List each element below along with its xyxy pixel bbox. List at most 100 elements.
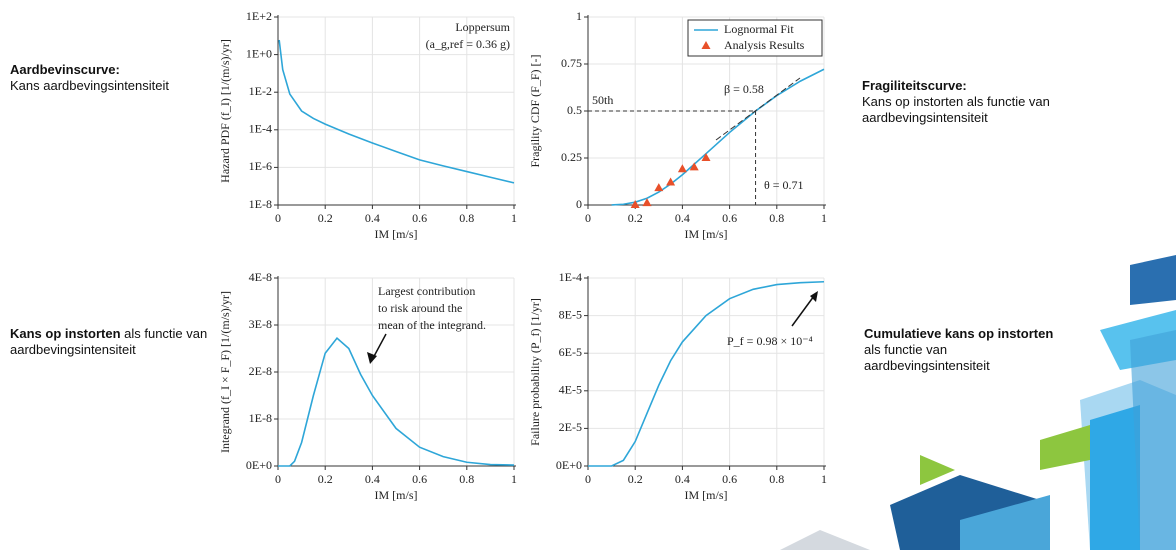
x-tick-label: 0.6: [722, 211, 737, 225]
x-tick-label: 0.8: [769, 211, 784, 225]
y-tick-label: 1: [576, 9, 582, 23]
x-tick-label: 0.8: [459, 211, 474, 225]
x-tick-label: 0.8: [459, 472, 474, 486]
x-axis-label: IM [m/s]: [685, 227, 728, 241]
y-tick-label: 1E-2: [249, 84, 272, 98]
caption-title: Fragiliteitscurve:: [862, 78, 967, 93]
deco-shape: [1130, 255, 1176, 305]
x-tick-label: 1: [821, 472, 827, 486]
annotation: β = 0.58: [724, 82, 764, 96]
x-tick-label: 0.8: [769, 472, 784, 486]
legend-swatch: [701, 41, 711, 49]
x-tick-label: 1: [511, 211, 517, 225]
caption-text: als functie van aardbevingsintensiteit: [10, 326, 208, 357]
y-tick-label: 0E+0: [556, 458, 582, 472]
y-axis-label: Failure probability (P_f) [1/yr]: [528, 298, 542, 446]
y-tick-label: 8E-5: [559, 307, 582, 321]
x-tick-label: 0.4: [365, 472, 380, 486]
data-point: [630, 200, 640, 208]
x-tick-label: 0.2: [628, 211, 643, 225]
x-tick-label: 0.6: [412, 472, 427, 486]
deco-shape: [960, 495, 1050, 550]
x-tick-label: 0: [275, 472, 281, 486]
caption-title: Cumulatieve kans op instorten: [864, 326, 1054, 341]
annotation: to risk around the: [378, 301, 462, 315]
x-tick-label: 0.6: [412, 211, 427, 225]
annotation: mean of the integrand.: [378, 318, 486, 332]
data-point: [689, 162, 699, 171]
x-axis-label: IM [m/s]: [375, 227, 418, 241]
x-tick-label: 0: [585, 211, 591, 225]
y-tick-label: 4E-8: [249, 270, 272, 284]
caption: Fragiliteitscurve: Kans op instorten als …: [862, 78, 1077, 126]
deco-shape: [1040, 425, 1090, 470]
caption-text: Kans aardbevingsintensiteit: [10, 78, 169, 93]
legend-label: Analysis Results: [724, 38, 805, 52]
deco-shape: [1090, 405, 1140, 550]
legend-label: Lognormal Fit: [724, 22, 794, 36]
y-tick-label: 4E-5: [559, 383, 582, 397]
annotation: θ = 0.71: [764, 178, 804, 192]
x-tick-label: 0.4: [675, 472, 690, 486]
data-line: [278, 337, 515, 467]
x-tick-label: 0.4: [365, 211, 380, 225]
x-tick-label: 0.2: [318, 211, 333, 225]
y-tick-label: 1E-8: [249, 411, 272, 425]
x-tick-label: 0: [585, 472, 591, 486]
x-tick-label: 0.2: [318, 472, 333, 486]
y-tick-label: 1E+0: [246, 46, 272, 60]
deco-shape: [920, 455, 955, 485]
y-tick-label: 0E+0: [246, 458, 272, 472]
caption: Aardbevinscurve: Kans aardbevingsintensit…: [10, 62, 210, 94]
data-point: [666, 177, 676, 186]
y-tick-label: 1E-4: [249, 122, 272, 136]
deco-shape: [780, 530, 870, 550]
x-tick-label: 0.4: [675, 211, 690, 225]
data-line: [588, 280, 825, 467]
data-point: [642, 198, 652, 207]
x-tick-label: 0.6: [722, 472, 737, 486]
y-tick-label: 1E-6: [249, 159, 272, 173]
y-tick-label: 1E-4: [559, 270, 582, 284]
data-line: [278, 39, 515, 184]
y-axis-label: Hazard PDF (f_I) [1/(m/s)/yr]: [218, 39, 232, 183]
arrow-head: [810, 291, 818, 302]
data-point: [677, 164, 687, 173]
annotation: Loppersum: [455, 20, 510, 34]
legend-box: [687, 19, 823, 57]
y-tick-label: 1E+2: [246, 9, 272, 23]
caption-title: Kans op instorten: [10, 326, 121, 341]
y-tick-label: 3E-8: [249, 317, 272, 331]
x-axis-label: IM [m/s]: [375, 488, 418, 502]
y-axis-label: Integrand (f_I × F_F) [1/(m/s)/yr]: [218, 291, 232, 453]
x-tick-label: 1: [821, 211, 827, 225]
x-axis-label: IM [m/s]: [685, 488, 728, 502]
y-tick-label: 6E-5: [559, 345, 582, 359]
data-point: [701, 153, 711, 161]
annotation: P_f = 0.98 × 10⁻⁴: [727, 334, 813, 348]
deco-shape: [1130, 330, 1176, 550]
y-tick-label: 0.25: [561, 150, 582, 164]
caption-title: Aardbevinscurve:: [10, 62, 120, 77]
x-tick-label: 1: [511, 472, 517, 486]
y-tick-label: 0.75: [561, 56, 582, 70]
caption-text: Kans op instorten als functie van aardbe…: [862, 94, 1050, 125]
data-point: [654, 183, 664, 192]
annotation: Largest contribution: [378, 284, 475, 298]
x-tick-label: 0: [275, 211, 281, 225]
x-tick-label: 0.2: [628, 472, 643, 486]
arrow: [791, 295, 815, 327]
y-tick-label: 2E-8: [249, 364, 272, 378]
annotation: (a_g,ref = 0.36 g): [426, 37, 510, 51]
annotation: 50th: [592, 93, 613, 107]
y-tick-label: 2E-5: [559, 420, 582, 434]
caption: Kans op instorten als functie van aardbe…: [10, 326, 220, 358]
y-axis-label: Fragility CDF (F_F) [-]: [528, 54, 542, 167]
y-tick-label: 1E-8: [249, 197, 272, 211]
y-tick-label: 0: [576, 197, 582, 211]
caption-text: als functie van aardbevingsintensiteit: [864, 342, 990, 373]
caption: Cumulatieve kans op instorten als functi…: [864, 326, 1054, 374]
